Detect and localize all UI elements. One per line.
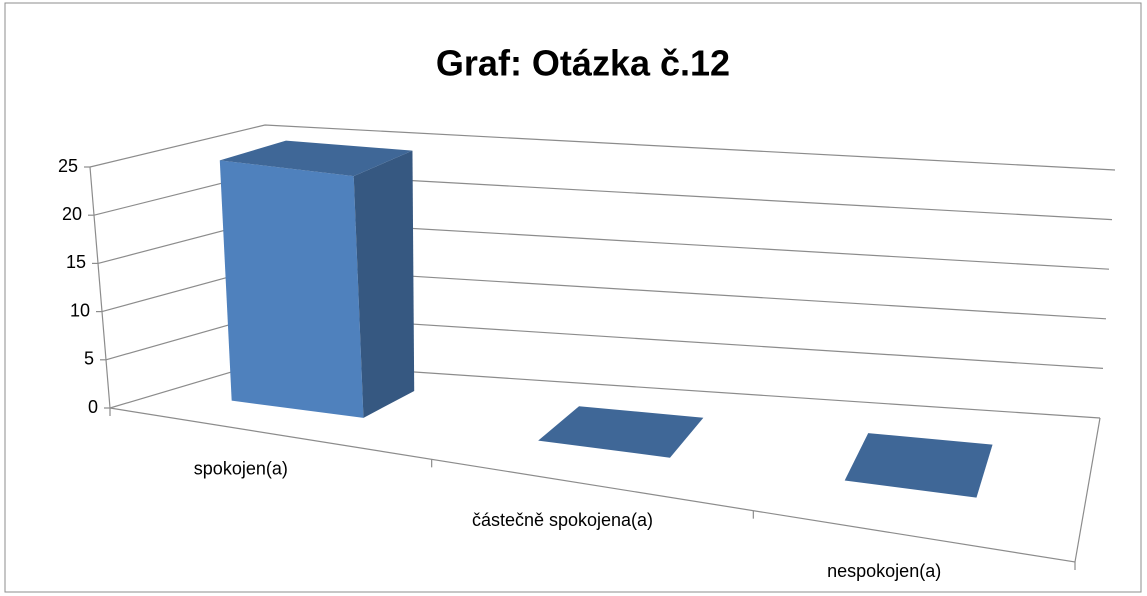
bar-front: [219, 160, 364, 418]
x-tick-label: spokojen(a): [194, 458, 288, 478]
y-axis: [89, 166, 111, 409]
y-tick-label: 0: [88, 397, 98, 417]
y-tick-label: 15: [66, 252, 86, 272]
bar-top: [538, 406, 704, 458]
bar-top: [844, 433, 993, 498]
y-tick-label: 25: [58, 156, 78, 176]
x-tick-label: částečně spokojena(a): [472, 510, 653, 530]
y-tick-label: 20: [62, 204, 82, 224]
bar-top: [219, 140, 413, 177]
x-tick-label: nespokojen(a): [827, 561, 941, 581]
chart-border: [4, 2, 1142, 593]
bar-side: [353, 150, 415, 418]
y-tick-label: 5: [84, 349, 94, 369]
grid-line: [89, 124, 1116, 171]
y-tick-label: 10: [70, 300, 90, 320]
chart-title: Graf: Otázka č.12: [436, 43, 730, 84]
